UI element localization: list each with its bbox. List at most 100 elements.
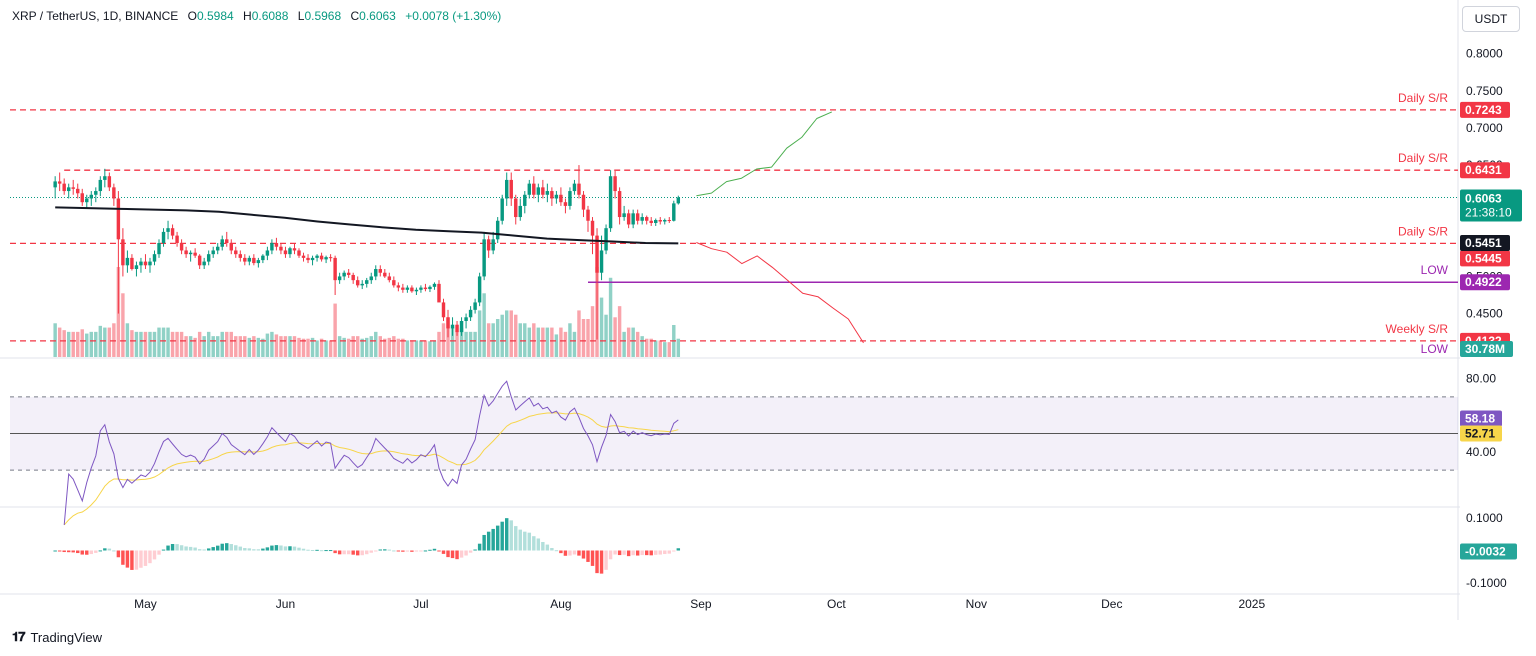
macd-histogram-bar — [590, 550, 595, 566]
candle-body — [238, 254, 243, 258]
time-axis-label: Jun — [276, 597, 295, 611]
volume-bar — [667, 342, 671, 357]
volume-bar — [170, 331, 175, 357]
volume-bar — [89, 331, 93, 357]
candle-body — [599, 250, 604, 273]
time-axis-label: 2025 — [1238, 597, 1265, 611]
volume-bar — [473, 331, 477, 357]
volume-bars — [53, 267, 681, 357]
macd-histogram-bar — [572, 550, 577, 555]
macd-histogram-bar — [482, 534, 486, 551]
candle-body — [432, 283, 437, 287]
macd-histogram-bar — [324, 550, 328, 552]
macd-histogram-bar — [477, 543, 482, 551]
tradingview-logo-icon: 𝟏𝟕 — [12, 629, 26, 644]
macd-histogram-bar — [202, 549, 206, 551]
macd-histogram-bar — [536, 538, 541, 551]
macd-histogram-bar — [279, 545, 283, 551]
candles[interactable] — [53, 165, 681, 340]
volume-bar — [559, 327, 563, 357]
macd-histogram-bar — [261, 548, 265, 551]
volume-bar — [310, 337, 315, 357]
candle-body — [342, 272, 346, 277]
candle-body — [324, 257, 328, 260]
indicator-lines — [55, 111, 864, 344]
volume-bar — [383, 338, 387, 357]
volume-bar — [288, 336, 292, 357]
rsi-value-text: 58.18 — [1465, 412, 1495, 426]
volume-bar — [401, 338, 405, 357]
macd-histogram-bar — [130, 550, 134, 570]
volume-bar — [577, 310, 581, 357]
candle-body — [188, 252, 193, 255]
candle-body — [495, 220, 500, 240]
volume-bar — [365, 337, 369, 357]
macd-histogram-bar — [256, 549, 261, 551]
candle-body — [89, 194, 93, 199]
macd-value-tag — [1460, 543, 1517, 560]
candle-body — [586, 209, 590, 221]
macd-histogram-bar — [161, 549, 166, 551]
candle-body — [473, 302, 477, 310]
macd-histogram-bar — [414, 550, 419, 552]
volume-bar — [292, 336, 297, 357]
volume-bar — [301, 338, 306, 357]
candle-body — [166, 228, 170, 232]
macd-histogram-bar — [243, 548, 247, 551]
candle-body — [85, 198, 89, 203]
macd-histogram-bar — [617, 550, 622, 556]
candle-body — [125, 257, 130, 266]
macd-histogram-bar — [545, 544, 550, 551]
candle-body — [532, 183, 536, 195]
volume-bar — [437, 331, 441, 357]
macd-histogram-bar — [523, 531, 527, 551]
price-axis-label: 0.7500 — [1466, 84, 1503, 98]
currency-selector[interactable]: USDT — [1462, 6, 1520, 32]
macd-histogram-bar — [234, 545, 238, 551]
volume-bar — [148, 331, 152, 357]
volume-bar — [297, 337, 301, 357]
candle-body — [62, 183, 66, 192]
macd-histogram-bar — [179, 545, 184, 551]
volume-bar — [337, 336, 342, 357]
volume-bar — [179, 331, 184, 357]
macd-histogram-bar — [94, 550, 98, 553]
macd-histogram-bar — [121, 550, 125, 565]
tradingview-brand[interactable]: 𝟏𝟕 TradingView — [12, 629, 102, 645]
macd-histogram-bar — [134, 550, 139, 570]
candle-body — [297, 250, 301, 256]
macd-histogram-bar — [649, 550, 653, 556]
macd-histogram-bar — [346, 550, 351, 555]
volume-bar — [568, 323, 572, 357]
volume-bar — [495, 319, 500, 357]
volume-bar — [57, 327, 62, 357]
macd-histogram-bar — [62, 550, 66, 553]
candle-body — [649, 220, 653, 223]
macd-histogram-bar — [374, 550, 378, 552]
candle-body — [414, 289, 419, 292]
volume-bar — [432, 340, 437, 357]
candle-body — [234, 250, 238, 255]
macd-histogram-bar — [355, 550, 360, 556]
candle-body — [197, 255, 202, 266]
volume-bar — [193, 337, 197, 357]
volume-bar — [152, 331, 157, 357]
macd-histogram-bar — [337, 550, 342, 555]
brand-label: TradingView — [30, 629, 103, 645]
candle-body — [243, 257, 247, 262]
volume-bar — [523, 323, 527, 357]
macd-histogram-bar — [98, 550, 103, 552]
macd-histogram-bar — [57, 550, 62, 552]
macd-histogram-bar — [532, 536, 536, 551]
candle-body — [306, 257, 310, 261]
volume-bar — [346, 338, 351, 357]
macd-histogram-bar — [265, 547, 270, 551]
macd-histogram-bar — [365, 550, 369, 555]
macd-histogram-bar — [640, 550, 644, 556]
level-price-tag — [1460, 250, 1510, 267]
candle-body — [514, 198, 518, 218]
rsi-ma-value-text: 52.71 — [1465, 427, 1495, 441]
macd-histogram-bar — [71, 550, 75, 553]
volume-bar — [243, 336, 247, 357]
